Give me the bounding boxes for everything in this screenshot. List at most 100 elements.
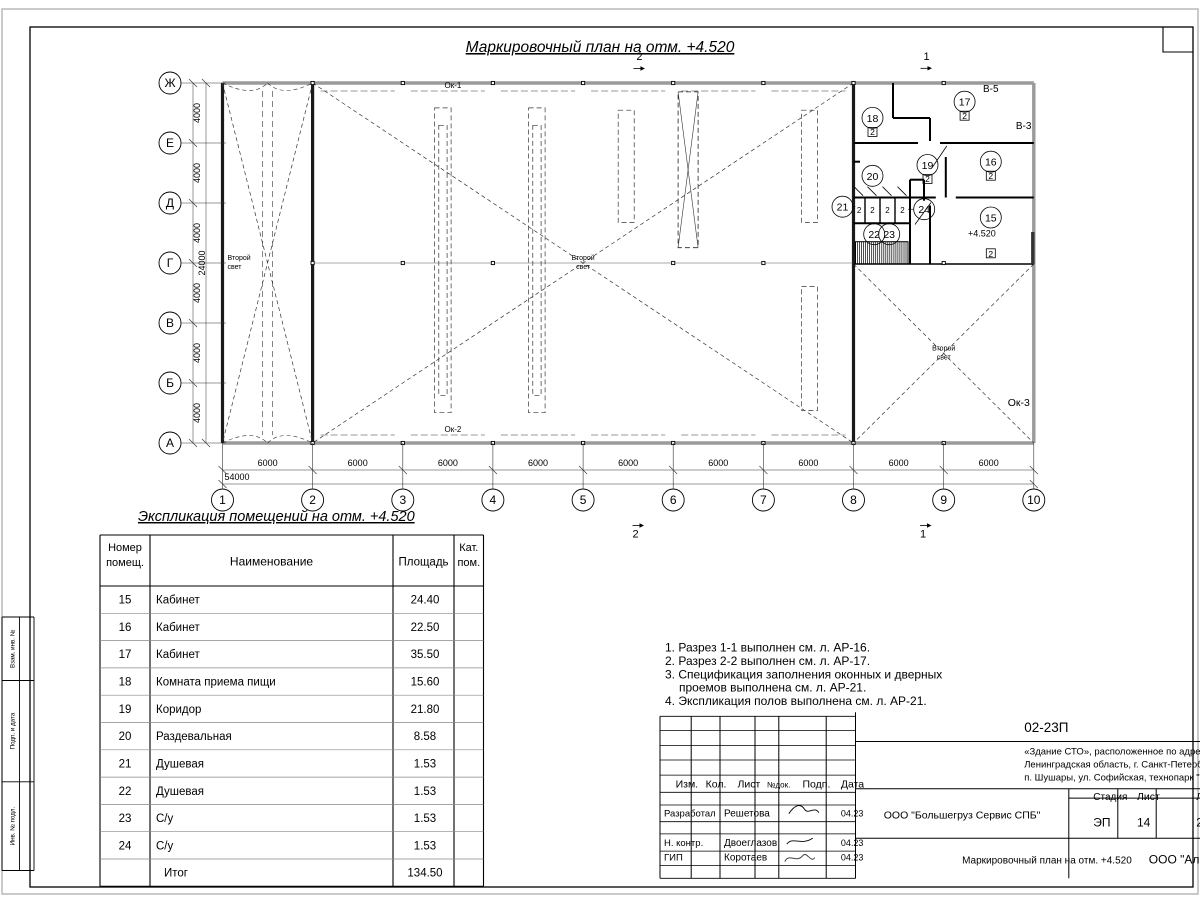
svg-text:4000: 4000 (192, 403, 202, 423)
svg-text:Ок-1: Ок-1 (444, 81, 461, 90)
svg-text:В: В (166, 316, 174, 330)
svg-text:2: 2 (900, 206, 905, 215)
svg-text:2: 2 (636, 51, 642, 63)
svg-text:17: 17 (959, 97, 971, 109)
svg-text:Взам. инв. №: Взам. инв. № (10, 629, 17, 668)
svg-text:Инв. № подл.: Инв. № подл. (10, 807, 17, 846)
svg-text:1: 1 (923, 51, 929, 63)
svg-text:2: 2 (857, 206, 862, 215)
svg-text:Ж: Ж (164, 76, 175, 90)
svg-text:6: 6 (670, 493, 677, 507)
svg-text:18: 18 (867, 113, 879, 125)
svg-text:Г: Г (167, 256, 174, 270)
svg-text:10: 10 (1027, 493, 1041, 507)
svg-text:6000: 6000 (618, 458, 638, 468)
svg-text:19: 19 (119, 704, 132, 716)
svg-text:22.50: 22.50 (411, 622, 440, 634)
svg-text:Решетова: Решетова (724, 809, 770, 820)
svg-text:пом.: пом. (457, 557, 480, 569)
svg-text:помещ.: помещ. (106, 557, 144, 569)
svg-text:5: 5 (580, 493, 587, 507)
svg-text:17: 17 (119, 649, 132, 661)
svg-text:21.80: 21.80 (411, 704, 440, 716)
svg-text:1: 1 (219, 493, 226, 507)
svg-text:Лист: Лист (1137, 791, 1160, 803)
svg-text:Маркировочный план на отм. +4.: Маркировочный план на отм. +4.520 (962, 855, 1132, 866)
svg-text:Экспликация помещений на отм.: Экспликация помещений на отм. +4.520 (138, 509, 415, 525)
svg-text:8: 8 (850, 493, 857, 507)
svg-text:Разработал: Разработал (664, 809, 716, 820)
svg-text:Наименование: Наименование (230, 555, 314, 569)
svg-text:04.23: 04.23 (841, 838, 864, 848)
svg-text:2: 2 (870, 127, 875, 137)
svg-text:4000: 4000 (192, 343, 202, 363)
svg-text:Ленинградская область, г. Санк: Ленинградская область, г. Санкт-Петербур… (1024, 760, 1200, 771)
svg-text:ЭП: ЭП (1093, 815, 1110, 829)
svg-text:2. Разрез 2-2 выполнен см. л.: 2. Разрез 2-2 выполнен см. л. АР-17. (665, 654, 870, 668)
svg-text:8.58: 8.58 (414, 731, 436, 743)
svg-text:Итог: Итог (164, 868, 188, 880)
svg-text:свет: свет (576, 264, 591, 271)
svg-text:Стадия: Стадия (1093, 792, 1127, 803)
svg-text:3. Спецификация заполнения око: 3. Спецификация заполнения оконных и две… (665, 667, 942, 681)
svg-text:15.60: 15.60 (411, 677, 440, 689)
svg-text:04.23: 04.23 (841, 853, 864, 863)
svg-text:14: 14 (1137, 815, 1151, 829)
svg-text:«Здание СТО», расположенное по: «Здание СТО», расположенное по адресу: (1024, 747, 1200, 758)
svg-text:2: 2 (870, 206, 875, 215)
svg-text:15: 15 (119, 595, 132, 607)
svg-text:15: 15 (985, 213, 997, 225)
svg-text:Душевая: Душевая (156, 786, 204, 798)
svg-text:9: 9 (940, 493, 947, 507)
svg-text:22: 22 (119, 786, 132, 798)
svg-text:4000: 4000 (192, 103, 202, 123)
svg-text:Раздевальная: Раздевальная (156, 731, 232, 743)
svg-text:7: 7 (760, 493, 767, 507)
svg-text:Б: Б (166, 376, 174, 390)
svg-text:Лист: Лист (738, 778, 761, 790)
svg-text:ГИП: ГИП (664, 853, 683, 864)
svg-text:С/у: С/у (156, 813, 174, 825)
svg-text:2: 2 (885, 206, 890, 215)
svg-text:6000: 6000 (979, 458, 999, 468)
svg-text:1.53: 1.53 (414, 786, 436, 798)
svg-text:А: А (166, 436, 174, 450)
svg-text:24: 24 (918, 204, 930, 216)
svg-text:3: 3 (399, 493, 406, 507)
svg-text:1.53: 1.53 (414, 813, 436, 825)
svg-text:Маркировочный план на отм. +4.: Маркировочный план на отм. +4.520 (466, 39, 735, 56)
svg-text:04.23: 04.23 (841, 809, 864, 819)
svg-text:20: 20 (119, 731, 132, 743)
svg-text:134.50: 134.50 (407, 868, 442, 880)
svg-text:6000: 6000 (889, 458, 909, 468)
svg-text:4000: 4000 (192, 163, 202, 183)
svg-text:20: 20 (867, 171, 879, 183)
svg-text:Ок-3: Ок-3 (1008, 397, 1030, 409)
svg-text:1.53: 1.53 (414, 758, 436, 770)
svg-text:4. Экспликация полов выполнена: 4. Экспликация полов выполнена см. л. АР… (665, 694, 927, 708)
svg-text:ООО "Альянс": ООО "Альянс" (1149, 852, 1200, 866)
svg-text:свет: свет (937, 355, 952, 362)
svg-text:В-5: В-5 (983, 84, 999, 95)
svg-text:Кат.: Кат. (459, 542, 478, 554)
svg-text:+4.520: +4.520 (968, 229, 996, 239)
svg-text:п. Шушары, ул. Софийская, техн: п. Шушары, ул. Софийская, технопарк "Соф… (1024, 773, 1200, 784)
svg-text:54000: 54000 (225, 472, 250, 482)
svg-text:Номер: Номер (108, 542, 142, 554)
svg-text:2: 2 (925, 174, 930, 184)
svg-text:Подп. и дата: Подп. и дата (10, 712, 17, 749)
svg-text:35.50: 35.50 (411, 649, 440, 661)
svg-text:21: 21 (1196, 815, 1200, 829)
svg-text:6000: 6000 (528, 458, 548, 468)
svg-text:1: 1 (920, 529, 926, 541)
svg-text:ООО "Большегруз Сервис СПБ": ООО "Большегруз Сервис СПБ" (884, 810, 1041, 822)
svg-text:21: 21 (119, 758, 132, 770)
svg-text:02-23П: 02-23П (1024, 720, 1068, 735)
svg-text:Площадь: Площадь (398, 557, 448, 569)
svg-text:21: 21 (837, 202, 849, 214)
svg-text:1.53: 1.53 (414, 840, 436, 852)
svg-text:1. Разрез 1-1 выполнен см. л.: 1. Разрез 1-1 выполнен см. л. АР-16. (665, 641, 870, 655)
svg-text:проемов выполнена см. л. АР-21: проемов выполнена см. л. АР-21. (679, 681, 866, 695)
svg-text:6000: 6000 (438, 458, 458, 468)
svg-text:Коротаев: Коротаев (724, 853, 767, 864)
